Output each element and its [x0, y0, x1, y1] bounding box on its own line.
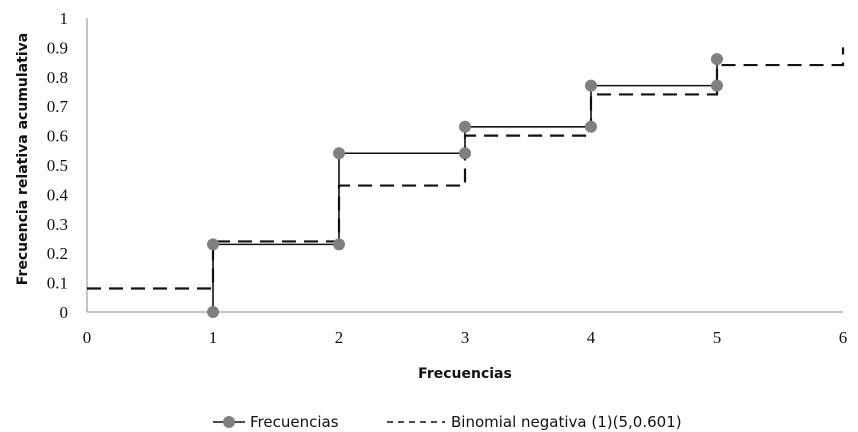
y-tick-label: 0.8 — [47, 68, 68, 87]
y-tick-labels: 0 0.1 0.2 0.3 0.4 0.5 0.6 0.7 0.8 0.9 1 — [47, 9, 69, 322]
x-tick-label: 3 — [461, 328, 470, 347]
y-tick-label: 0.3 — [47, 215, 68, 234]
x-tick-labels: 0 1 2 3 4 5 6 — [83, 328, 848, 347]
legend-label-frecuencias: Frecuencias — [250, 413, 339, 431]
y-tick-label: 0.6 — [47, 127, 68, 146]
y-tick-label: 0.9 — [47, 38, 68, 57]
y-axis-title: Frecuencia relativa acumulativa — [15, 33, 31, 285]
x-axis-title: Frecuencias — [418, 366, 512, 382]
y-tick-label: 1 — [60, 9, 69, 28]
x-tick-label: 2 — [335, 328, 344, 347]
y-tick-label: 0.5 — [47, 156, 68, 175]
y-tick-label: 0.2 — [47, 244, 68, 263]
frecuencias-point — [207, 238, 219, 251]
y-tick-label: 0.1 — [47, 274, 68, 293]
x-tick-label: 4 — [587, 328, 596, 347]
frecuencias-point — [711, 53, 723, 66]
x-tick-label: 1 — [209, 328, 218, 347]
frecuencias-point — [585, 79, 597, 92]
y-tick-label: 0 — [60, 303, 69, 322]
series-layer — [87, 47, 845, 312]
frecuencias-point — [459, 147, 471, 160]
legend-swatch-frecuencias-marker — [223, 416, 235, 428]
frecuencias-point — [333, 147, 345, 160]
axes — [86, 18, 843, 313]
frecuencias-point — [459, 120, 471, 133]
frecuencias-point — [207, 306, 219, 318]
x-tick-label: 6 — [839, 328, 848, 347]
frecuencias-point — [711, 79, 723, 92]
x-tick-label: 0 — [83, 328, 92, 347]
series-line-binomial-negativa — [87, 47, 845, 290]
legend-label-binomial: Binomial negativa (1)(5,0.601) — [451, 413, 682, 431]
legend: Frecuencias Binomial negativa (1)(5,0.60… — [213, 413, 682, 431]
markers-layer — [207, 53, 723, 318]
frecuencias-point — [585, 120, 597, 133]
x-tick-label: 5 — [713, 328, 722, 347]
y-tick-label: 0.7 — [47, 97, 69, 116]
frecuencias-point — [333, 238, 345, 251]
y-tick-label: 0.4 — [47, 185, 69, 204]
series-line-frecuencias — [212, 59, 718, 312]
